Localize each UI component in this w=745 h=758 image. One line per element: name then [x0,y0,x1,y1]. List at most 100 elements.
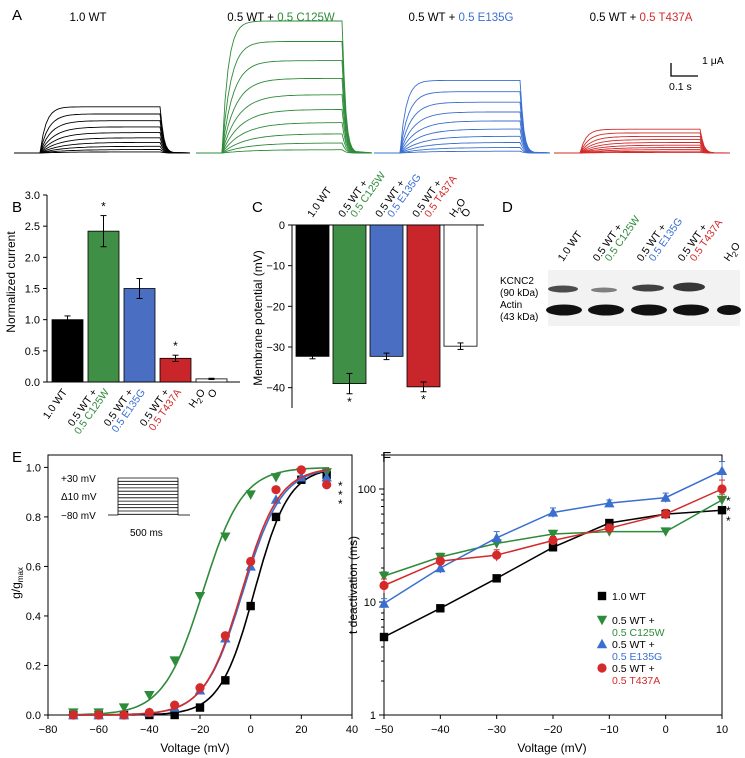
y-tick-label: 1 [370,710,376,722]
marker-circle [170,700,180,710]
marker-square [605,518,614,528]
legend-label-sub: 0.5 E135G [612,651,662,663]
y-tick-label: 2.5 [25,221,40,233]
marker-triangle-up [716,465,728,475]
marker-triangle-down [596,615,608,626]
bar [87,230,120,383]
legend-label: 0.5 WT + [612,615,655,627]
marker-square [717,505,727,515]
significance-marker: * [101,200,106,214]
category-label: H2O [187,387,210,412]
y-tick-label: 1.5 [25,284,40,296]
bar [443,224,478,347]
series-tri-up [378,461,728,609]
marker-circle [717,484,727,494]
trace-title-c125w: 0.5 WT + 0.5 C125W [227,12,335,24]
y-tick-label: 0.0 [26,710,41,722]
bar [369,224,404,357]
current-trace [374,142,551,154]
marker-triangle-down [378,571,390,582]
bar [51,319,84,383]
marker-circle [94,710,104,720]
current-trace [554,142,731,154]
current-trace [14,151,190,154]
y-tick-label: 0.6 [26,561,41,573]
trace-title-wt: 1.0 WT [69,12,106,24]
fit-curve [68,468,330,716]
current-trace [554,132,731,154]
blot-bands-actin [546,304,741,316]
panel-a-traces: 1.0 WT 0.5 WT + 0.5 C125W 0.5 WT + 0.5 E… [14,12,731,154]
panel-c-bar-chart: Membrane potential (mV) 0 −10 −20 −30 −40 1.0… [251,170,484,409]
bar [123,288,156,383]
marker-circle [144,707,154,718]
current-trace [196,142,373,154]
y-tick-label: 2.0 [25,252,40,264]
y-tick-label: −10 [266,261,285,273]
significance-marker: * [338,497,343,511]
x-tick-label: 10 [716,724,728,736]
significance-marker: * [338,488,343,502]
significance-marker: * [173,339,178,353]
x-tick-label: −20 [191,724,210,736]
significance-marker: * [347,395,352,409]
trace-title-t437a: 0.5 WT + 0.5 T437A [590,12,693,24]
marker-triangle-up [321,472,332,482]
marker-circle [246,556,256,567]
marker-circle [604,523,614,533]
marker-triangle-down [118,703,130,713]
panel-f-ylabel: t deactivation (ms) [346,536,360,634]
panel-label-e: E [12,449,22,466]
x-tick-label: 40 [346,724,358,736]
significance-marker: * [726,504,731,518]
marker-circle [661,509,671,519]
panel-label-b: B [12,199,22,216]
x-tick-label: −80 [39,724,58,736]
marker-circle [220,631,230,641]
marker-circle [435,556,445,566]
marker-circle [195,683,205,693]
current-trace [14,106,191,154]
current-trace [196,94,373,154]
current-trace [554,150,730,154]
marker-triangle-up [270,494,282,504]
y-tick-label: −40 [266,383,285,395]
panel-label-a: A [12,7,22,24]
panel-b-ylabel: Normalized current [4,231,18,333]
marker-triangle-down [245,490,256,500]
legend-label: 0.5 WT + [612,639,655,651]
current-trace [196,77,373,154]
current-trace [554,149,730,154]
x-tick-label: −10 [600,724,619,736]
current-trace [554,144,731,154]
marker-square [170,710,179,720]
current-trace [196,109,373,154]
current-trace [374,150,550,154]
panel-label-f: F [382,449,391,466]
inset-top-voltage: +30 mV [61,474,96,485]
current-trace [14,137,191,154]
y-tick-label: 1.0 [26,462,41,474]
current-trace [374,120,551,154]
marker-triangle-down [194,591,206,602]
blot-label-actin: Actin [500,300,522,311]
x-tick-label: 0 [248,724,254,736]
y-tick-label: 0 [279,220,285,232]
marker-triangle-down [660,527,671,537]
current-trace [374,111,551,154]
bar [406,224,441,388]
y-tick-label: 0.0 [25,377,40,389]
current-trace [196,133,373,154]
bar [295,224,330,357]
current-trace [374,135,551,154]
legend-label: 0.5 WT + [612,663,655,675]
marker-circle [68,710,78,720]
marker-circle [296,465,306,475]
x-tick-label: −30 [487,724,506,736]
legend-label-sub: 0.5 T437A [612,675,660,687]
marker-triangle-down [144,690,155,701]
inset-step: Δ10 mV [61,492,97,503]
plot-frame [383,454,723,716]
blot-label-kcnc2: KCNC2 [500,276,534,287]
